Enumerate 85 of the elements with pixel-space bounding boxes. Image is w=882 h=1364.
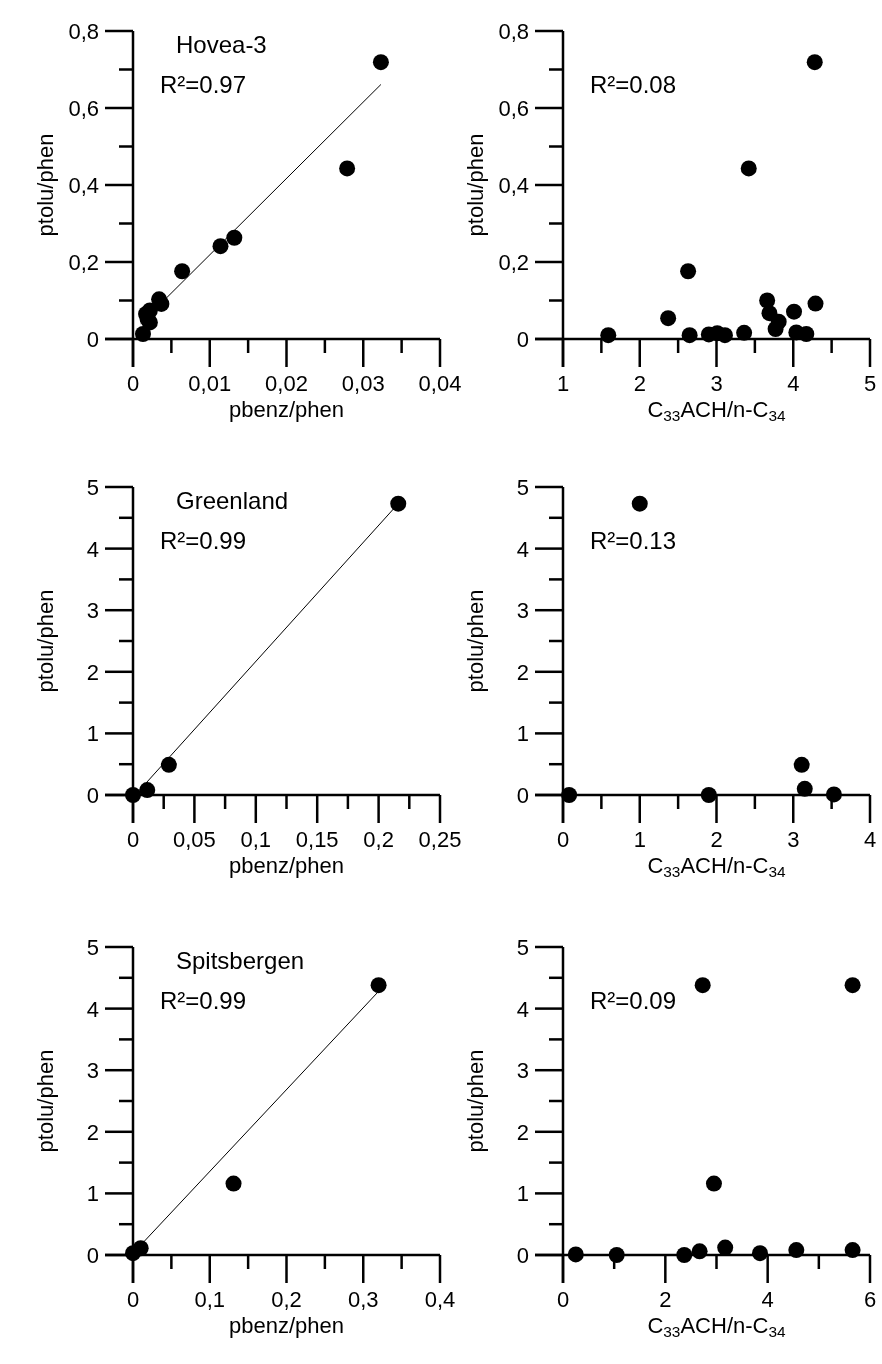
- y-tick-label: 2: [86, 1119, 99, 1145]
- annotation: R²=0.09: [590, 987, 677, 1014]
- x-tick-label: 0,3: [347, 1287, 379, 1312]
- y-tick-label: 5: [516, 475, 529, 500]
- x-axis-title: pbenz/phen: [229, 1313, 344, 1338]
- x-tick-label: 0,2: [271, 1287, 302, 1312]
- x-tick-label: 0,15: [295, 827, 339, 852]
- x-tick-label: 4: [863, 827, 877, 852]
- y-tick-label: 3: [516, 598, 529, 624]
- y-tick-label: 0,2: [68, 250, 99, 275]
- annotation: Hovea-3: [176, 31, 267, 58]
- y-tick-label: 5: [516, 935, 529, 960]
- y-tick-label: 2: [86, 659, 99, 685]
- y-tick-label: 1: [86, 721, 99, 747]
- y-tick-label: 4: [516, 536, 529, 562]
- x-tick-label: 0,03: [341, 371, 385, 396]
- y-tick-label: 0,4: [498, 173, 529, 198]
- x-tick-label: 3: [787, 827, 800, 852]
- x-tick-label: 6: [863, 1287, 877, 1312]
- annotation: R²=0.99: [160, 527, 247, 554]
- x-tick-label: 4: [787, 371, 800, 396]
- y-axis-title: ptolu/phen: [33, 1049, 58, 1153]
- y-tick-label: 2: [516, 1119, 529, 1145]
- y-axis-title: ptolu/phen: [33, 589, 58, 693]
- y-tick-label: 2: [516, 659, 529, 685]
- y-tick-label: 1: [86, 1181, 99, 1207]
- y-tick-label: 4: [516, 996, 529, 1022]
- y-tick-label: 4: [86, 536, 99, 562]
- x-tick-label: 0: [126, 371, 140, 396]
- y-tick-label: 0: [86, 327, 99, 352]
- x-tick-label: 0,04: [418, 371, 462, 396]
- x-tick-label: 0,25: [418, 827, 462, 852]
- x-axis-title: pbenz/phen: [229, 853, 344, 878]
- y-tick-label: 5: [86, 475, 99, 500]
- y-tick-label: 0: [516, 327, 529, 352]
- y-tick-label: 0: [86, 1243, 99, 1268]
- y-tick-label: 0: [86, 783, 99, 808]
- y-tick-label: 1: [516, 1181, 529, 1207]
- y-tick-label: 3: [86, 1058, 99, 1084]
- x-tick-label: 0: [556, 827, 570, 852]
- y-tick-label: 0,8: [498, 19, 529, 44]
- y-tick-label: 1: [516, 721, 529, 747]
- y-tick-label: 0,2: [498, 250, 529, 275]
- y-tick-label: 0: [516, 1243, 529, 1268]
- x-tick-label: 0,05: [172, 827, 216, 852]
- y-tick-label: 0: [516, 783, 529, 808]
- annotation: Spitsbergen: [176, 947, 305, 974]
- x-tick-label: 0,1: [240, 827, 272, 852]
- x-tick-label: 5: [863, 371, 877, 396]
- x-tick-label: 2: [659, 1287, 672, 1312]
- x-tick-label: 0: [556, 1287, 570, 1312]
- x-tick-label: 2: [633, 371, 646, 396]
- x-axis-title: C$_{33}$ACH/n-C$_{34}$: [647, 853, 787, 880]
- y-axis-title: ptolu/phen: [463, 1049, 488, 1153]
- annotation: R²=0.13: [590, 527, 677, 554]
- y-tick-label: 0,8: [68, 19, 99, 44]
- annotation: R²=0.99: [160, 987, 247, 1014]
- x-tick-label: 0,02: [265, 371, 308, 396]
- x-tick-label: 2: [710, 827, 723, 852]
- annotation: R²=0.97: [160, 71, 247, 98]
- y-tick-label: 4: [86, 996, 99, 1022]
- x-tick-label: 4: [761, 1287, 774, 1312]
- y-axis-title: ptolu/phen: [463, 589, 488, 693]
- y-tick-label: 3: [516, 1058, 529, 1084]
- x-axis-title: pbenz/phen: [229, 397, 344, 422]
- y-tick-label: 3: [86, 598, 99, 624]
- x-tick-label: 1: [633, 827, 646, 852]
- y-axis-title: ptolu/phen: [463, 133, 488, 237]
- x-axis-title: C$_{33}$ACH/n-C$_{34}$: [647, 1313, 787, 1340]
- annotation: R²=0.08: [590, 71, 677, 98]
- x-tick-label: 0: [126, 1287, 140, 1312]
- x-tick-label: 1: [556, 371, 570, 396]
- y-tick-label: 5: [86, 935, 99, 960]
- y-axis-title: ptolu/phen: [33, 133, 58, 237]
- x-tick-label: 3: [710, 371, 723, 396]
- y-tick-label: 0,6: [498, 96, 529, 121]
- x-tick-label: 0,4: [424, 1287, 456, 1312]
- annotation: Greenland: [176, 487, 289, 514]
- x-tick-label: 0: [126, 827, 140, 852]
- x-tick-label: 0,1: [194, 1287, 226, 1312]
- x-tick-label: 0,2: [363, 827, 394, 852]
- y-tick-label: 0,4: [68, 173, 99, 198]
- x-tick-label: 0,01: [188, 371, 232, 396]
- y-tick-label: 0,6: [68, 96, 99, 121]
- x-axis-title: C$_{33}$ACH/n-C$_{34}$: [647, 397, 787, 424]
